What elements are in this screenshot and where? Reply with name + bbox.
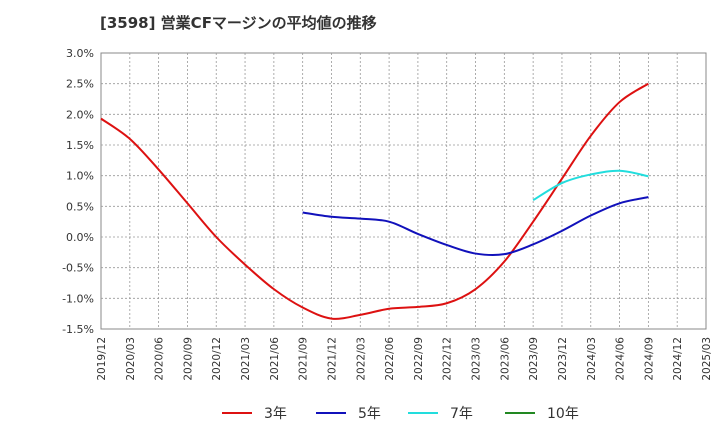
x-tick-label: 2024/06 bbox=[615, 337, 627, 381]
x-tick-label: 2022/12 bbox=[442, 337, 454, 381]
legend-label: 3年 bbox=[264, 406, 287, 422]
y-tick-label: 1.5% bbox=[66, 139, 94, 152]
x-tick-label: 2022/03 bbox=[355, 337, 367, 381]
y-tick-label: 0.0% bbox=[66, 231, 94, 244]
plot-area bbox=[100, 52, 707, 330]
grid-lines bbox=[101, 53, 706, 329]
y-tick-label: -0.5% bbox=[62, 262, 94, 275]
legend: 3年 5年 7年 10年 bbox=[222, 406, 579, 422]
x-tick-label: 2024/03 bbox=[586, 337, 598, 381]
y-tick-label: 2.5% bbox=[66, 78, 94, 91]
legend-label: 10年 bbox=[547, 406, 579, 422]
x-tick-label: 2024/09 bbox=[643, 337, 655, 381]
x-tick-label: 2021/06 bbox=[269, 337, 281, 381]
x-tick-label: 2019/12 bbox=[96, 337, 108, 381]
axis-tick-labels: 3.0% 2.5% 2.0% 1.5% 1.0% 0.5% 0.0% -0.5% -1.0% -1… bbox=[62, 47, 713, 381]
x-tick-label: 2025/03 bbox=[701, 337, 713, 381]
x-tick-label: 2023/09 bbox=[528, 337, 540, 381]
x-tick-label: 2020/12 bbox=[211, 337, 223, 381]
x-tick-label: 2020/03 bbox=[125, 337, 137, 381]
legend-label: 5年 bbox=[358, 406, 381, 422]
series-line bbox=[100, 82, 649, 320]
series-line bbox=[302, 196, 649, 257]
chart-title: [3598] 営業CFマージンの平均値の推移 bbox=[100, 14, 377, 32]
y-tick-label: 3.0% bbox=[66, 47, 94, 60]
y-tick-label: 0.5% bbox=[66, 200, 94, 213]
x-tick-label: 2020/06 bbox=[154, 337, 166, 381]
x-tick-label: 2023/06 bbox=[499, 337, 511, 381]
x-tick-label: 2024/12 bbox=[672, 337, 684, 381]
y-tick-label: -1.0% bbox=[62, 292, 94, 305]
legend-label: 7年 bbox=[450, 406, 473, 422]
x-tick-label: 2021/03 bbox=[240, 337, 252, 381]
series-lines bbox=[100, 82, 649, 320]
y-tick-label: -1.5% bbox=[62, 323, 94, 336]
x-tick-label: 2022/06 bbox=[384, 337, 396, 381]
x-tick-label: 2023/03 bbox=[471, 337, 483, 381]
x-tick-label: 2022/09 bbox=[413, 337, 425, 381]
x-tick-label: 2021/12 bbox=[326, 337, 338, 381]
x-tick-label: 2020/09 bbox=[182, 337, 194, 381]
x-tick-label: 2021/09 bbox=[298, 337, 310, 381]
y-tick-label: 1.0% bbox=[66, 170, 94, 183]
x-tick-label: 2023/12 bbox=[557, 337, 569, 381]
series-line bbox=[532, 169, 649, 202]
y-tick-label: 2.0% bbox=[66, 108, 94, 121]
